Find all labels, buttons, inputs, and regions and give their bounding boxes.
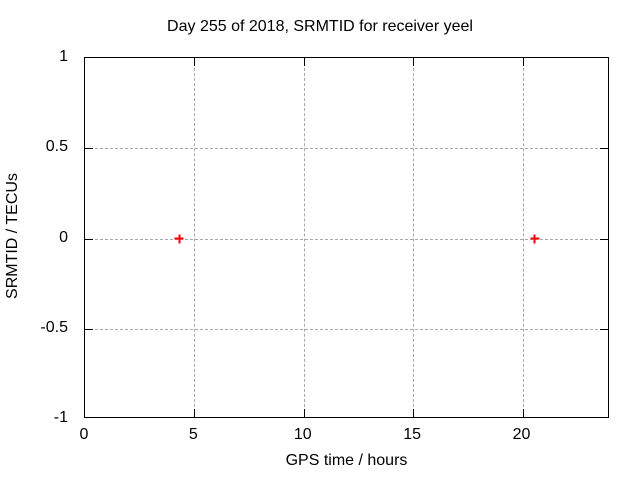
- x-tick-label: 15: [403, 426, 422, 443]
- tick-mark: [194, 409, 196, 417]
- x-tick-label: 10: [293, 426, 312, 443]
- gridline: [522, 58, 524, 417]
- y-tick-label: 0.5: [45, 138, 68, 156]
- tick-mark: [303, 58, 305, 66]
- tick-mark: [522, 58, 524, 66]
- y-tick-label: -0.5: [40, 318, 68, 336]
- marker-bar: [533, 234, 536, 243]
- x-tick-label: 0: [79, 426, 89, 443]
- tick-mark: [413, 409, 415, 417]
- gridline: [413, 58, 415, 417]
- tick-mark: [194, 58, 196, 66]
- tick-mark: [600, 148, 608, 150]
- gridline: [194, 58, 196, 417]
- x-tick-label: 20: [512, 426, 531, 443]
- tick-mark: [303, 409, 305, 417]
- data-point-marker: [174, 234, 184, 243]
- gridline: [85, 238, 608, 240]
- chart-title: Day 255 of 2018, SRMTID for receiver yee…: [167, 18, 473, 35]
- plot-area: [84, 57, 609, 418]
- data-point-marker: [530, 234, 540, 243]
- y-tick-label: 1: [59, 48, 68, 65]
- gridline: [303, 58, 305, 417]
- tick-mark: [85, 238, 93, 240]
- y-tick-label: -1: [53, 409, 68, 426]
- tick-mark: [600, 328, 608, 330]
- tick-mark: [522, 409, 524, 417]
- gridline: [85, 328, 608, 330]
- tick-mark: [600, 238, 608, 240]
- marker-bar: [178, 234, 181, 243]
- tick-mark: [413, 58, 415, 66]
- tick-mark: [85, 328, 93, 330]
- x-tick-label: 5: [188, 426, 198, 443]
- tick-mark: [85, 148, 93, 150]
- x-axis-label: GPS time / hours: [285, 452, 408, 469]
- gridline: [85, 148, 608, 150]
- y-tick-label: 0: [59, 228, 68, 246]
